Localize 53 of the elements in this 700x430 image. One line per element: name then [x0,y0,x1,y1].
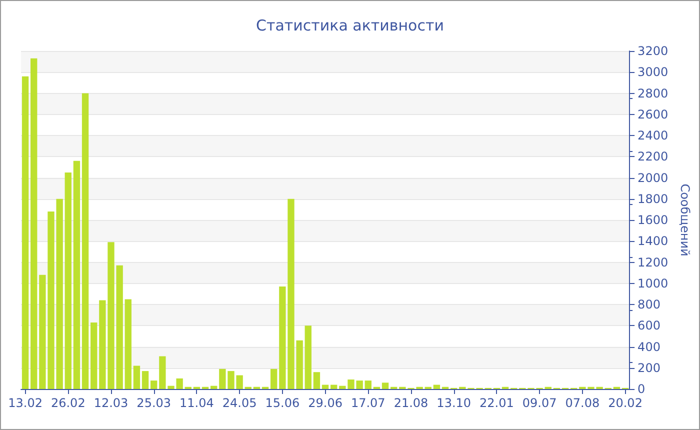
x-tick-label: 13.10 [436,396,472,410]
y-tick-label: 1000 [638,276,668,290]
bar [304,326,312,389]
bar [322,384,329,389]
y-tick-label: 600 [638,318,660,333]
y-tick-label: 400 [638,340,660,354]
bar [30,58,38,389]
bar [433,384,440,389]
bar [210,386,218,389]
chart-title: Статистика активности [256,16,444,34]
y-tick-label: 1400 [638,234,668,248]
x-tick-label: 20.02 [608,396,642,410]
x-tick-label: 12.03 [94,396,128,410]
y-tick-label: 1800 [638,192,668,206]
y-tick-label: 2400 [638,128,668,142]
x-tick-label: 26.02 [50,396,86,410]
y-tick-label: 2200 [638,150,668,164]
x-tick-label: 09.07 [522,396,557,410]
bar [22,76,29,389]
x-tick-label: 11.04 [180,396,214,410]
bar [82,93,89,389]
x-tick-label: 22.01 [480,396,514,410]
bar [73,160,80,389]
y-tick-label: 2600 [638,107,668,122]
y-tick-label: 1600 [638,213,668,227]
bar [133,366,140,389]
x-tick-label: 13.02 [8,396,42,410]
y-tick-label: 3000 [638,65,668,80]
y-tick-label: 2800 [638,86,668,100]
bar [124,299,132,389]
y-axis-title: Сообщений [678,184,692,256]
bar [270,368,278,389]
bar [150,380,158,389]
bar [313,372,320,389]
bar [142,371,149,389]
y-tick-label: 2000 [638,170,668,185]
x-tick-label: 29.06 [308,396,342,410]
y-tick-label: 3200 [638,44,668,58]
y-tick-label: 1200 [638,255,668,270]
x-tick-label: 24.05 [222,396,257,410]
x-tick-label: 07.08 [565,396,600,410]
bar [364,380,372,389]
bar [330,384,338,389]
y-tick-label: 200 [638,360,660,375]
bar [90,322,98,389]
x-tick-label: 25.03 [136,396,172,410]
y-tick-label: 0 [638,382,646,396]
x-tick-label: 21.08 [394,396,428,410]
bar [382,382,389,389]
y-tick-label: 800 [638,298,660,312]
x-tick-label: 17.07 [350,396,386,410]
bar [64,172,72,389]
x-tick-label: 15.06 [265,396,300,410]
